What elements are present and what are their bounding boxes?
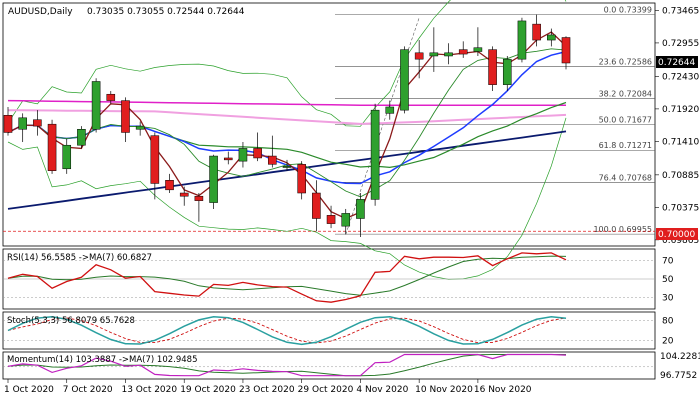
candle[interactable] xyxy=(561,37,571,64)
candle[interactable] xyxy=(385,106,395,114)
rsi-tick-label: 50 xyxy=(662,275,674,285)
candle[interactable] xyxy=(517,20,527,60)
bollinger-lower xyxy=(7,117,567,280)
momentum-tick-label: 104.2281 xyxy=(660,352,700,362)
candle[interactable] xyxy=(547,34,556,41)
candle[interactable] xyxy=(77,129,86,146)
current-price-tag: 0.72644 xyxy=(656,56,698,68)
date-tick-label: 16 Nov 2020 xyxy=(474,385,532,395)
date-tick-label: 1 Oct 2020 xyxy=(4,385,54,395)
stoch-tick-label: 20 xyxy=(662,336,674,346)
candle[interactable] xyxy=(62,144,72,170)
price-tick-label: 0.71410 xyxy=(662,137,699,147)
price-tick-label: 0.70885 xyxy=(662,171,699,181)
candle[interactable] xyxy=(268,155,277,165)
fib-label: 50.0 0.71677 xyxy=(599,115,652,124)
candle[interactable] xyxy=(121,100,130,133)
date-tick-label: 10 Nov 2020 xyxy=(415,385,473,395)
momentum-title: Momentum(14) 103.3887 ->MA(7) 102.9485 xyxy=(7,355,197,365)
candle[interactable] xyxy=(414,52,424,60)
candle[interactable] xyxy=(458,49,468,55)
momentum-tick-label: 96.7752 xyxy=(660,371,697,381)
candle[interactable] xyxy=(282,165,292,168)
candle[interactable] xyxy=(47,123,57,171)
candle[interactable] xyxy=(488,49,497,85)
candle[interactable] xyxy=(356,199,365,219)
support-price-tag: 0.70000 xyxy=(656,228,698,240)
candle[interactable] xyxy=(253,148,262,159)
candle[interactable] xyxy=(165,180,174,191)
fib-label: 61.8 0.71271 xyxy=(599,141,652,150)
date-tick-label: 13 Oct 2020 xyxy=(121,385,177,395)
stoch-k-line xyxy=(7,315,567,346)
candle[interactable] xyxy=(341,213,351,227)
candle[interactable] xyxy=(326,215,336,224)
candle[interactable] xyxy=(502,58,512,85)
rsi-tick-label: 70 xyxy=(662,256,674,266)
price-tick-label: 0.72430 xyxy=(662,72,699,82)
candle[interactable] xyxy=(33,119,42,127)
candle[interactable] xyxy=(400,49,409,111)
candle[interactable] xyxy=(370,109,380,200)
price-tick-label: 0.72955 xyxy=(662,39,699,49)
date-tick-label: 4 Nov 2020 xyxy=(356,385,408,395)
rsi-line xyxy=(7,252,567,303)
fib-label: 0.0 0.73399 xyxy=(604,6,652,15)
candle[interactable] xyxy=(223,157,233,161)
candle[interactable] xyxy=(473,47,483,52)
candle[interactable] xyxy=(91,81,101,130)
date-tick-label: 19 Oct 2020 xyxy=(180,385,236,395)
rsi-title: RSI(14) 56.5585 ->MA(7) 60.6827 xyxy=(7,253,152,263)
ma-magenta xyxy=(7,99,566,106)
stoch-tick-label: 80 xyxy=(662,317,674,327)
stoch-title: Stoch(5,3,3) 56.8079 65.7628 xyxy=(7,316,135,326)
fib-label: 23.6 0.72586 xyxy=(599,57,652,66)
candle[interactable] xyxy=(532,23,541,41)
support-price-value: 0.70000 xyxy=(658,230,695,240)
candle[interactable] xyxy=(106,93,116,101)
current-price-value: 0.72644 xyxy=(658,58,695,68)
stoch-d-line xyxy=(7,317,567,344)
fib-label: 76.4 0.70768 xyxy=(599,173,652,182)
fib-label: 38.2 0.72084 xyxy=(599,89,652,98)
candle[interactable] xyxy=(312,192,321,219)
candle[interactable] xyxy=(179,192,189,197)
candle[interactable] xyxy=(135,125,145,130)
price-tick-label: 0.71920 xyxy=(662,105,699,115)
symbol-label: AUDUSD,Daily xyxy=(8,7,73,17)
candle[interactable] xyxy=(429,52,439,57)
price-tick-label: 0.69865 xyxy=(662,236,699,246)
candle[interactable] xyxy=(297,164,306,194)
candle[interactable] xyxy=(150,135,160,184)
candle[interactable] xyxy=(238,148,248,162)
price-tick-label: 0.73465 xyxy=(662,6,699,16)
date-tick-label: 29 Oct 2020 xyxy=(298,385,354,395)
candle[interactable] xyxy=(194,195,204,201)
date-tick-label: 7 Oct 2020 xyxy=(63,385,113,395)
bollinger-upper xyxy=(7,0,567,127)
ohlc-label: 0.73035 0.73055 0.72544 0.72644 xyxy=(87,7,245,17)
price-tick-label: 0.70375 xyxy=(662,203,699,213)
candle[interactable] xyxy=(209,155,218,203)
date-tick-label: 23 Oct 2020 xyxy=(239,385,295,395)
candle[interactable] xyxy=(18,117,27,130)
momentum-line xyxy=(7,353,567,377)
candle[interactable] xyxy=(444,52,453,57)
candle[interactable] xyxy=(3,115,13,133)
fib-label: 100.0 0.69955 xyxy=(593,225,652,234)
rsi-tick-label: 30 xyxy=(662,294,674,304)
